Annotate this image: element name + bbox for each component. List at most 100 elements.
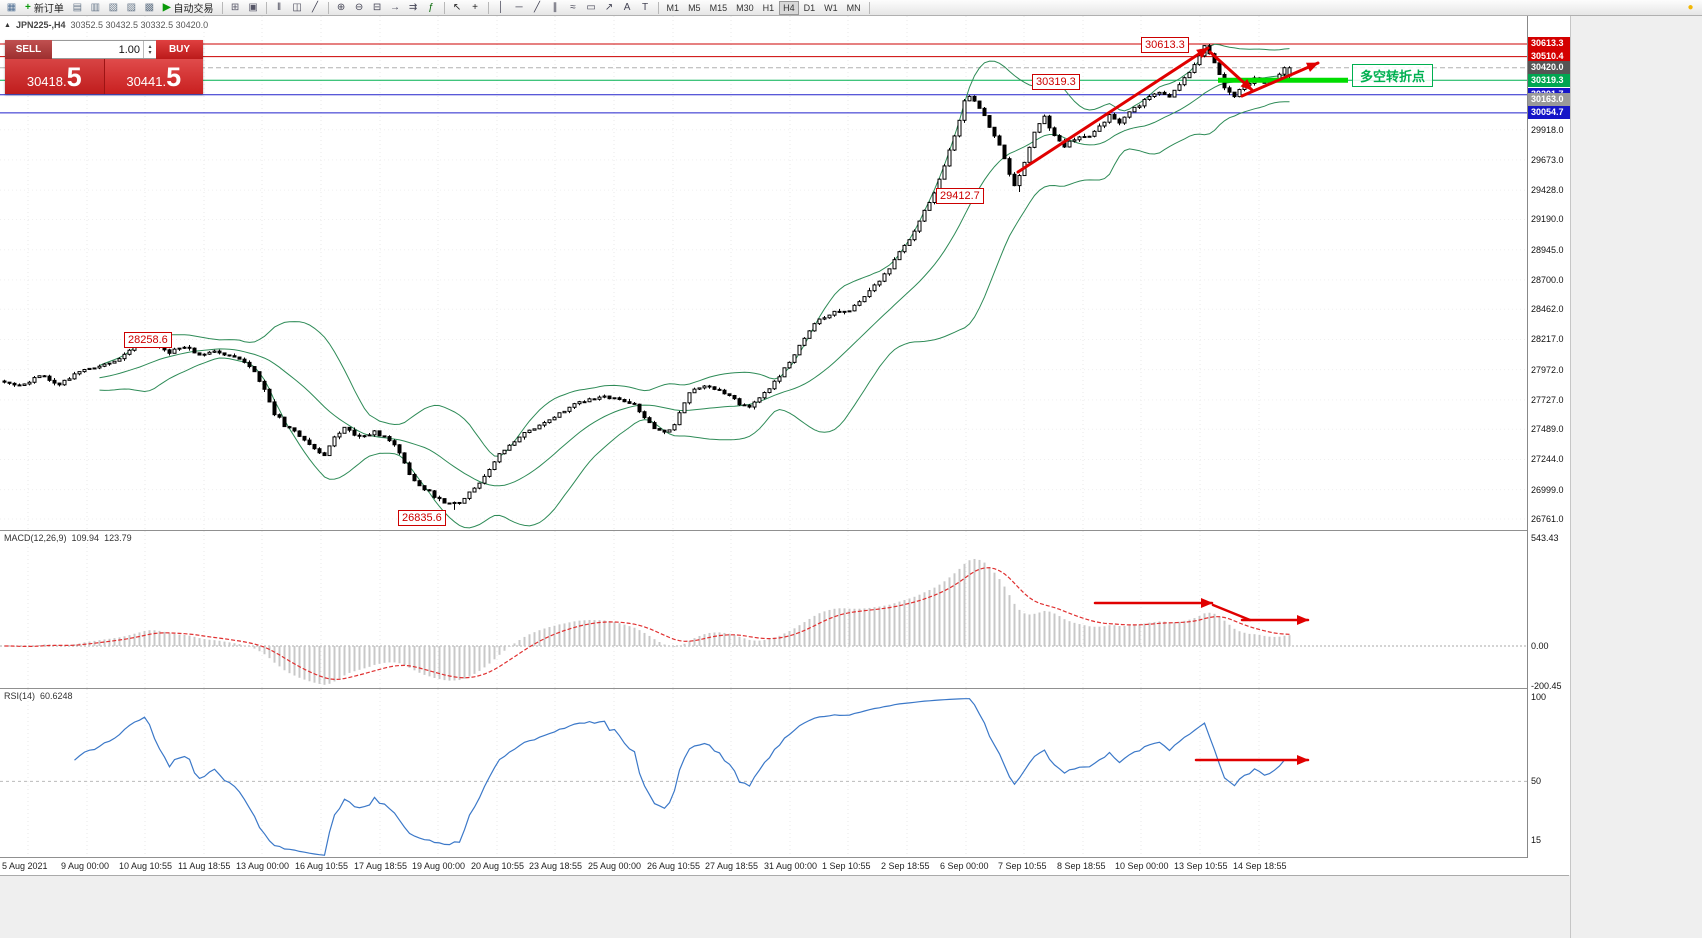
market-watch-icon[interactable]: ▤ [72,1,83,13]
line-chart-icon[interactable]: ╱ [312,1,319,13]
price-axis-label: 100 [1531,692,1547,703]
one-click-collapse-icon[interactable]: ▲ [4,22,11,29]
timeframe-mn-button[interactable]: MN [846,2,861,13]
price-axis[interactable]: 29918.0 29673.0 29428.0 29190.0 28945.0 28700… [1527,16,1570,875]
horizontal-line-icon[interactable]: ─ [515,1,523,13]
data-window-icon[interactable]: ▥ [90,1,101,13]
timeframe-w1-button[interactable]: W1 [824,2,838,13]
cursor-icon[interactable]: ↖ [452,1,462,13]
price-axis-label: 27244.0 [1531,454,1564,465]
sell-button[interactable]: SELL [5,40,52,59]
volume-field[interactable]: 1.00 ▴ ▾ [52,40,156,59]
price-axis-label: 26999.0 [1531,484,1564,495]
time-axis-label: 19 Aug 00:00 [412,861,466,871]
buy-price[interactable]: 30441. 5 [104,59,203,94]
time-axis-label: 8 Sep 18:55 [1057,861,1106,871]
price-axis-label: 15 [1531,835,1542,846]
turning-point-note: 多空转折点 [1352,64,1434,87]
time-axis-label: 23 Aug 18:55 [529,861,583,871]
profiles-icon[interactable]: ▣ [248,1,258,13]
macd-signal-value: 123.79 [104,533,132,543]
price-annotation-label: 28258.6 [124,332,172,348]
time-axis-label: 13 Aug 00:00 [236,861,290,871]
time-axis-label: 5 Aug 2021 [2,861,48,871]
crosshair-icon[interactable]: + [472,1,478,13]
macd-svg[interactable] [0,531,1527,688]
timeframe-m30-button[interactable]: M30 [736,2,754,13]
navigator-icon[interactable]: ▧ [108,1,119,13]
macd-value: 109.94 [71,533,100,543]
price-axis-label: 27489.0 [1531,424,1564,435]
strategy-tester-icon[interactable]: ▩ [144,1,155,13]
time-axis-label: 9 Aug 00:00 [61,861,110,871]
candlestick-chart-icon[interactable]: ◫ [292,1,302,13]
volume-up-icon[interactable]: ▴ [148,43,152,50]
volume-spinner[interactable]: ▴ ▾ [143,41,156,58]
timeframe-h1-button[interactable]: H1 [762,2,775,13]
right-gutter [1570,16,1702,938]
time-axis-label: 14 Sep 18:55 [1233,861,1287,871]
tile-windows-icon[interactable]: ⊟ [372,1,382,13]
indicators-icon[interactable]: ƒ [428,1,434,13]
time-axis-label: 7 Sep 10:55 [998,861,1047,871]
chart-ohlc: 30352.5 30432.5 30332.5 30420.0 [70,20,209,30]
rsi-name: RSI(14) [4,691,36,701]
community-icon[interactable]: ● [1687,1,1694,13]
time-axis[interactable]: 5 Aug 2021 9 Aug 00:00 10 Aug 10:55 11 Aug … [0,858,1569,876]
time-axis-label: 11 Aug 18:55 [178,861,231,871]
new-order-button-icon: + [25,2,31,13]
price-chart-pane[interactable]: ▲ JPN225-,H4 30352.5 30432.5 30332.5 304… [0,16,1527,531]
price-axis-label: 28462.0 [1531,304,1564,315]
time-axis-label: 17 Aug 18:55 [354,861,408,871]
price-annotation-label: 26835.6 [398,510,446,526]
price-axis-label: 26761.0 [1531,514,1564,525]
time-axis-label: 20 Aug 10:55 [471,861,525,871]
new-chart-icon[interactable]: ⊞ [230,1,240,13]
text-icon[interactable]: A [623,1,631,13]
buy-button[interactable]: BUY [156,40,203,59]
price-chart-svg[interactable] [0,16,1527,530]
terminal-icon[interactable]: ▨ [126,1,137,13]
arrows-icon[interactable]: ↗ [604,1,614,13]
rsi-value: 60.6248 [40,691,73,701]
zoom-out-icon[interactable]: ⊖ [354,1,364,13]
price-axis-label: 27727.0 [1531,394,1564,405]
new-order-button[interactable]: + 新订单 [21,1,68,15]
auto-trading-button-label: 自动交易 [173,4,214,15]
rsi-label: RSI(14) 60.6248 [4,691,73,701]
price-annotation-label: 30613.3 [1141,37,1189,53]
timeframe-d1-button[interactable]: D1 [803,2,816,13]
fibonacci-icon[interactable]: ≈ [570,1,576,13]
channel-icon[interactable]: ∥ [552,1,558,13]
zoom-in-icon[interactable]: ⊕ [336,1,346,13]
toolbar-separator [487,1,489,14]
price-axis-label: -200.45 [1531,680,1562,691]
price-axis-label: 30054.7 [1528,106,1570,120]
auto-trading-button-icon: ▶ [162,2,171,13]
timeframe-m1-button[interactable]: M1 [666,2,680,13]
auto-trading-button[interactable]: ▶ 自动交易 [159,1,218,15]
timeframe-m5-button[interactable]: M5 [688,2,701,13]
chart-window-icon[interactable]: ▦ [6,1,17,13]
time-axis-label: 13 Sep 10:55 [1174,861,1228,871]
shapes-icon[interactable]: ▭ [586,1,596,13]
volume-value[interactable]: 1.00 [118,43,140,56]
rsi-pane[interactable]: RSI(14) 60.6248 [0,689,1527,858]
text-label-icon[interactable]: T [641,1,649,13]
timeframe-h4-button[interactable]: H4 [779,0,799,15]
chart-shift-icon[interactable]: ⇉ [408,1,418,13]
bar-chart-icon[interactable]: ‖ [276,1,282,13]
macd-pane[interactable]: MACD(12,26,9) 109.94 123.79 [0,531,1527,689]
auto-scroll-icon[interactable]: → [390,1,401,13]
volume-down-icon[interactable]: ▾ [148,49,152,56]
price-axis-label: 28700.0 [1531,274,1564,285]
timeframe-m15-button[interactable]: M15 [709,2,728,13]
price-axis-label: 30510.4 [1528,50,1570,64]
sell-price[interactable]: 30418. 5 [5,59,105,94]
vertical-line-icon[interactable]: │ [497,1,505,13]
price-annotation-label: 30319.3 [1032,74,1080,90]
rsi-svg[interactable] [0,689,1527,857]
time-axis-label: 25 Aug 00:00 [588,861,642,871]
trendline-icon[interactable]: ╱ [534,1,541,13]
